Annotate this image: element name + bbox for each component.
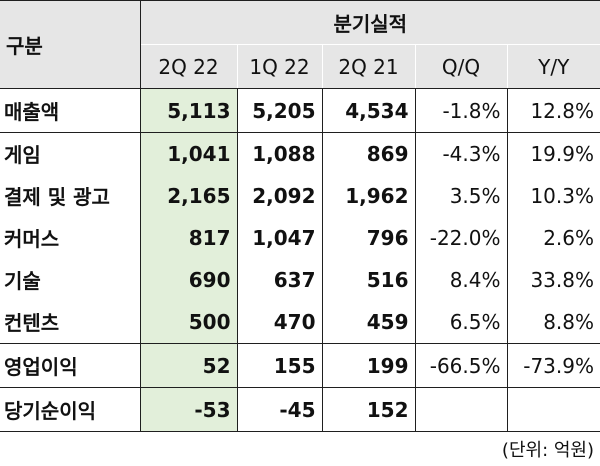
unit-footnote: (단위: 억원) — [501, 440, 594, 461]
table-cell: 6.5% — [414, 300, 507, 344]
table-cell — [506, 387, 600, 432]
row-label: 매출액 — [0, 88, 140, 133]
table-cell: 690 — [139, 258, 237, 301]
table-cell: 1,088 — [236, 132, 322, 175]
table-cell: 152 — [321, 387, 415, 432]
row-label: 당기순이익 — [0, 387, 140, 432]
table-cell: 817 — [139, 216, 237, 259]
corner-label: 구분 — [0, 0, 140, 89]
table-cell: 155 — [236, 343, 322, 388]
table-cell: -45 — [236, 387, 322, 432]
table-cell: 199 — [321, 343, 415, 388]
row-label: 커머스 — [4, 227, 60, 251]
table-cell: 1,047 — [236, 216, 322, 259]
table-row: 결제 및 광고 2,165 2,092 1,962 3.5% 10.3% — [0, 174, 600, 217]
table-cell: -1.8% — [414, 88, 507, 133]
column-header: Y/Y — [506, 44, 600, 89]
table-row: 컨텐츠 500 470 459 6.5% 8.8% — [0, 300, 600, 344]
table-row: 커머스 817 1,047 796 -22.0% 2.6% — [0, 216, 600, 259]
table-cell: -73.9% — [506, 343, 600, 388]
table-cell: 12.8% — [506, 88, 600, 133]
table-cell: 33.8% — [506, 258, 600, 301]
table-cell: 5,205 — [236, 88, 322, 133]
table-row: 당기순이익 -53 -45 152 — [0, 387, 600, 432]
table-cell: 8.4% — [414, 258, 507, 301]
table-cell: 459 — [321, 300, 415, 344]
column-header: 1Q 22 — [236, 44, 322, 89]
table-cell: 869 — [321, 132, 415, 175]
group-header: 분기실적 — [139, 0, 600, 45]
table-cell: 796 — [321, 216, 415, 259]
table-cell: 470 — [236, 300, 322, 344]
table-cell: 500 — [139, 300, 237, 344]
table-cell: -66.5% — [414, 343, 507, 388]
table-row: 영업이익 52 155 199 -66.5% -73.9% — [0, 343, 600, 388]
row-label: 영업이익 — [0, 343, 140, 388]
row-label: 기술 — [4, 269, 41, 293]
table-cell: 516 — [321, 258, 415, 301]
table-cell: 2,165 — [139, 174, 237, 217]
table-cell: 52 — [139, 343, 237, 388]
row-label: 결제 및 광고 — [4, 185, 110, 209]
table-cell: -4.3% — [414, 132, 507, 175]
table-cell: 19.9% — [506, 132, 600, 175]
table-cell — [414, 387, 507, 432]
table-cell: 2.6% — [506, 216, 600, 259]
table-cell: 10.3% — [506, 174, 600, 217]
table-cell: 1,962 — [321, 174, 415, 217]
column-header: Q/Q — [414, 44, 507, 89]
table-row: 기술 690 637 516 8.4% 33.8% — [0, 258, 600, 301]
table-row: 게임 1,041 1,088 869 -4.3% 19.9% — [0, 132, 600, 175]
row-label: 컨텐츠 — [0, 300, 140, 344]
table-cell: -53 — [139, 387, 237, 432]
table-cell: 3.5% — [414, 174, 507, 217]
table-cell: -22.0% — [414, 216, 507, 259]
table-cell: 1,041 — [139, 132, 237, 175]
table-cell: 5,113 — [139, 88, 237, 133]
table-cell: 4,534 — [321, 88, 415, 133]
table-cell: 2,092 — [236, 174, 322, 217]
table-cell: 8.8% — [506, 300, 600, 344]
row-label: 게임 — [4, 143, 41, 168]
earnings-table: 구분 분기실적 2Q 22 1Q 22 2Q 21 Q/Q Y/Y 매출액 5,… — [0, 0, 600, 432]
column-header: 2Q 22 — [139, 44, 237, 89]
table-row: 매출액 5,113 5,205 4,534 -1.8% 12.8% — [0, 88, 600, 133]
column-header: 2Q 21 — [321, 44, 415, 89]
table-cell: 637 — [236, 258, 322, 301]
